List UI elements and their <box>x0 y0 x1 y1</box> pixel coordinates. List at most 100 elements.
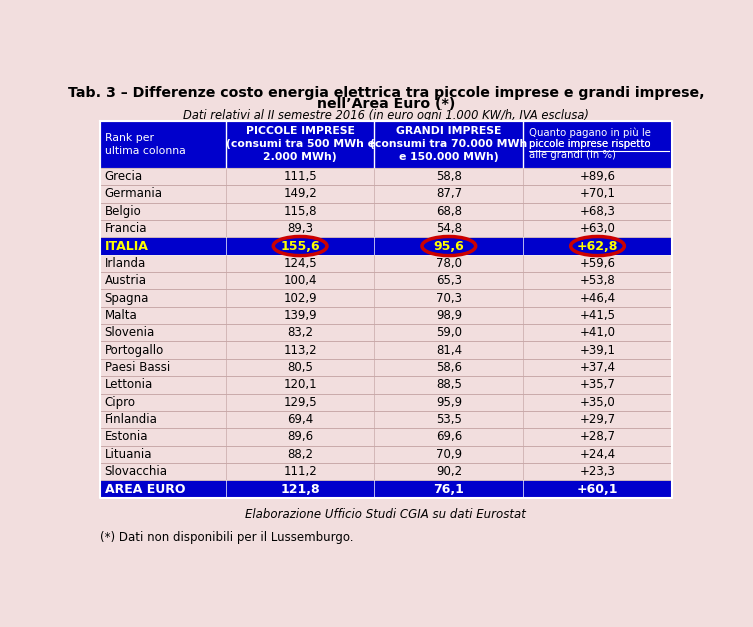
Text: 90,2: 90,2 <box>436 465 462 478</box>
Text: Quanto pagano in più le: Quanto pagano in più le <box>529 128 651 139</box>
Bar <box>100 203 672 220</box>
Text: Francia: Francia <box>105 222 147 235</box>
Text: +63,0: +63,0 <box>580 222 615 235</box>
Text: 155,6: 155,6 <box>280 240 320 253</box>
Bar <box>100 376 672 394</box>
Text: Dati relativi al II semestre 2016 (in euro ogni 1.000 KW/h, IVA esclusa): Dati relativi al II semestre 2016 (in eu… <box>183 108 589 122</box>
Text: 89,3: 89,3 <box>287 222 313 235</box>
Text: Slovacchia: Slovacchia <box>105 465 167 478</box>
Text: 95,6: 95,6 <box>434 240 464 253</box>
Text: 69,4: 69,4 <box>287 413 313 426</box>
Bar <box>100 480 672 498</box>
Text: 80,5: 80,5 <box>287 361 313 374</box>
Bar <box>100 324 672 342</box>
Text: +68,3: +68,3 <box>580 205 615 218</box>
Text: +37,4: +37,4 <box>580 361 615 374</box>
Text: +23,3: +23,3 <box>580 465 615 478</box>
Text: 129,5: 129,5 <box>283 396 317 409</box>
Bar <box>100 120 672 168</box>
Text: piccole imprese rispetto: piccole imprese rispetto <box>529 139 651 149</box>
Bar <box>100 428 672 446</box>
Text: 120,1: 120,1 <box>283 378 317 391</box>
Text: Grecia: Grecia <box>105 170 142 183</box>
Text: +39,1: +39,1 <box>580 344 615 357</box>
Text: 124,5: 124,5 <box>283 257 317 270</box>
Text: 95,9: 95,9 <box>436 396 462 409</box>
Text: Cipro: Cipro <box>105 396 136 409</box>
Text: Spagna: Spagna <box>105 292 149 305</box>
Text: Malta: Malta <box>105 309 137 322</box>
Bar <box>100 220 672 238</box>
Text: 76,1: 76,1 <box>434 483 465 495</box>
Text: Estonia: Estonia <box>105 431 148 443</box>
Text: +89,6: +89,6 <box>580 170 615 183</box>
Text: Lituania: Lituania <box>105 448 152 461</box>
Bar <box>100 186 672 203</box>
Bar <box>100 394 672 411</box>
Bar <box>100 359 672 376</box>
Text: +41,0: +41,0 <box>580 326 615 339</box>
Text: 59,0: 59,0 <box>436 326 462 339</box>
Text: Germania: Germania <box>105 187 163 201</box>
Text: nell’Area Euro (*): nell’Area Euro (*) <box>317 97 455 111</box>
Text: 89,6: 89,6 <box>287 431 313 443</box>
Bar <box>100 168 672 186</box>
Text: Lettonia: Lettonia <box>105 378 153 391</box>
Text: 70,9: 70,9 <box>436 448 462 461</box>
Bar <box>100 342 672 359</box>
Bar <box>100 411 672 428</box>
Text: +35,7: +35,7 <box>580 378 615 391</box>
Text: +46,4: +46,4 <box>580 292 616 305</box>
Text: 88,5: 88,5 <box>436 378 462 391</box>
Text: +24,4: +24,4 <box>580 448 616 461</box>
Text: 100,4: 100,4 <box>283 274 317 287</box>
Text: 65,3: 65,3 <box>436 274 462 287</box>
Text: Slovenia: Slovenia <box>105 326 155 339</box>
Text: Elaborazione Ufficio Studi CGIA su dati Eurostat: Elaborazione Ufficio Studi CGIA su dati … <box>245 508 526 521</box>
Bar <box>100 463 672 480</box>
Text: +29,7: +29,7 <box>580 413 616 426</box>
Bar <box>100 290 672 307</box>
Text: Rank per
ultima colonna: Rank per ultima colonna <box>105 133 185 156</box>
Text: Irlanda: Irlanda <box>105 257 146 270</box>
Text: 54,8: 54,8 <box>436 222 462 235</box>
Text: 115,8: 115,8 <box>283 205 317 218</box>
Bar <box>100 238 672 255</box>
Text: (*) Dati non disponibili per il Lussemburgo.: (*) Dati non disponibili per il Lussembu… <box>100 532 353 544</box>
Text: Austria: Austria <box>105 274 147 287</box>
Bar <box>100 255 672 272</box>
Text: 69,6: 69,6 <box>436 431 462 443</box>
Text: GRANDI IMPRESE
(consumi tra 70.000 MWh
e 150.000 MWh): GRANDI IMPRESE (consumi tra 70.000 MWh e… <box>370 126 527 162</box>
Text: 70,3: 70,3 <box>436 292 462 305</box>
Text: AREA EURO: AREA EURO <box>105 483 185 495</box>
Text: 78,0: 78,0 <box>436 257 462 270</box>
Text: +53,8: +53,8 <box>580 274 615 287</box>
Text: 149,2: 149,2 <box>283 187 317 201</box>
Text: 139,9: 139,9 <box>283 309 317 322</box>
Text: +59,6: +59,6 <box>580 257 615 270</box>
Text: 113,2: 113,2 <box>283 344 317 357</box>
Text: piccole imprese rispetto: piccole imprese rispetto <box>529 139 651 149</box>
Text: +70,1: +70,1 <box>580 187 615 201</box>
Text: 111,5: 111,5 <box>283 170 317 183</box>
Text: 88,2: 88,2 <box>287 448 313 461</box>
Text: +28,7: +28,7 <box>580 431 615 443</box>
Text: 53,5: 53,5 <box>436 413 462 426</box>
Text: 68,8: 68,8 <box>436 205 462 218</box>
Text: 81,4: 81,4 <box>436 344 462 357</box>
Text: +41,5: +41,5 <box>580 309 615 322</box>
Text: +60,1: +60,1 <box>577 483 618 495</box>
Text: 83,2: 83,2 <box>287 326 313 339</box>
Text: Paesi Bassi: Paesi Bassi <box>105 361 169 374</box>
Text: 58,6: 58,6 <box>436 361 462 374</box>
Text: +35,0: +35,0 <box>580 396 615 409</box>
Text: 98,9: 98,9 <box>436 309 462 322</box>
Text: alle grandi (in %): alle grandi (in %) <box>529 150 616 161</box>
Bar <box>100 446 672 463</box>
Text: Tab. 3 – Differenze costo energia elettrica tra piccole imprese e grandi imprese: Tab. 3 – Differenze costo energia elettr… <box>68 86 704 100</box>
Text: Portogallo: Portogallo <box>105 344 164 357</box>
Text: PICCOLE IMPRESE
(consumi tra 500 MWh e
2.000 MWh): PICCOLE IMPRESE (consumi tra 500 MWh e 2… <box>226 126 375 162</box>
Bar <box>100 307 672 324</box>
Text: 87,7: 87,7 <box>436 187 462 201</box>
Text: Finlandia: Finlandia <box>105 413 157 426</box>
